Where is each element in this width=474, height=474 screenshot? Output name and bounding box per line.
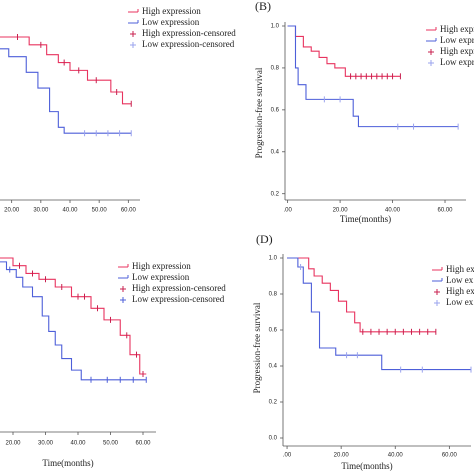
y-tick-label: 0.4 (269, 364, 278, 370)
x-tick-label: 60.00 (438, 208, 454, 214)
x-tick-label: 20.00 (333, 208, 349, 214)
panel: .00 20.00 40.00 60.00 1.0 0.8 0.6 0.4 0.2 0.0 Time… (252, 232, 474, 471)
survival-curve (0, 257, 147, 375)
legend-label: Low expre (440, 57, 474, 67)
legend-label: High expression-censored (132, 283, 226, 293)
legend-label: High expression-censored (142, 28, 236, 38)
x-tick-label: 60.00 (135, 441, 151, 447)
x-axis-title: Time(months) (341, 461, 392, 471)
y-tick-label: 1.0 (269, 256, 278, 262)
y-axis-title: Progression-free survival (254, 67, 264, 158)
x-tick-label: 40.00 (62, 208, 78, 214)
legend-swatch (120, 286, 126, 292)
x-tick-label: 50.00 (103, 441, 119, 447)
x-axis-title: Time(months) (340, 214, 391, 224)
legend-swatch (434, 300, 440, 306)
legend-label: High ex (446, 264, 474, 274)
y-tick-label: 0.2 (269, 400, 278, 406)
survival-curve (287, 25, 401, 77)
legend-swatch (120, 297, 126, 303)
survival-curve (287, 257, 436, 333)
legend-swatch (428, 60, 434, 66)
survival-curve (0, 36, 132, 105)
y-tick-label: 0.6 (271, 107, 280, 113)
panel: 20.00 30.00 40.00 50.00 60.00 High expression… (0, 6, 236, 214)
x-tick-label: 40.00 (70, 441, 86, 447)
legend-label: Low expression-censored (132, 294, 225, 304)
panel-label: (B) (255, 0, 271, 13)
legend-label: Low expre (440, 35, 474, 45)
x-tick-label: 30.00 (38, 441, 54, 447)
survival-curve (287, 257, 471, 371)
legend-swatch (428, 49, 434, 55)
legend-label: Low ex (446, 275, 474, 285)
y-tick-label: 0.0 (269, 436, 278, 442)
legend-swatch (434, 289, 440, 295)
survival-curve (0, 48, 132, 134)
panel: 20.00 30.00 40.00 50.00 60.00 Time(months) Hig… (0, 257, 226, 468)
x-axis-title: Time(months) (42, 458, 93, 468)
legend-label: Low ex (446, 297, 474, 307)
y-tick-label: 1.0 (271, 24, 280, 30)
x-tick-label: 30.00 (33, 208, 49, 214)
x-tick-label: .00 (283, 453, 292, 459)
legend-label: Low expression-censored (142, 39, 235, 49)
legend-label: High expre (440, 24, 474, 34)
panel: .00 20.00 40.00 60.00 1.0 0.8 0.6 0.4 0.2 Time(mo… (254, 0, 474, 224)
legend-label: High expression (142, 6, 201, 16)
y-tick-label: 0.6 (269, 328, 278, 334)
legend-label: Low expression (132, 272, 190, 282)
legend-swatch (130, 42, 136, 48)
legend-label: High ex (446, 286, 474, 296)
y-axis-title: Progression-free survival (252, 302, 262, 393)
survival-curve (0, 261, 147, 381)
x-tick-label: 40.00 (385, 208, 401, 214)
x-tick-label: 20.00 (334, 453, 350, 459)
x-tick-label: 20.00 (5, 441, 21, 447)
x-tick-label: .00 (283, 208, 292, 214)
x-tick-label: 40.00 (388, 453, 404, 459)
y-tick-label: 0.8 (269, 292, 278, 298)
x-tick-label: 50.00 (92, 208, 108, 214)
legend-label: Low expression (142, 17, 200, 27)
legend-label: High expre (440, 46, 474, 56)
y-tick-label: 0.2 (271, 191, 280, 197)
x-tick-label: 20.00 (4, 208, 20, 214)
y-tick-label: 0.4 (271, 149, 280, 155)
legend-label: High expression (132, 261, 191, 271)
panel-label: (D) (256, 232, 273, 246)
survival-curve (287, 25, 459, 128)
x-tick-label: 60.00 (442, 453, 458, 459)
x-tick-label: 60.00 (121, 208, 137, 214)
legend-swatch (130, 31, 136, 37)
y-tick-label: 0.8 (271, 66, 280, 72)
